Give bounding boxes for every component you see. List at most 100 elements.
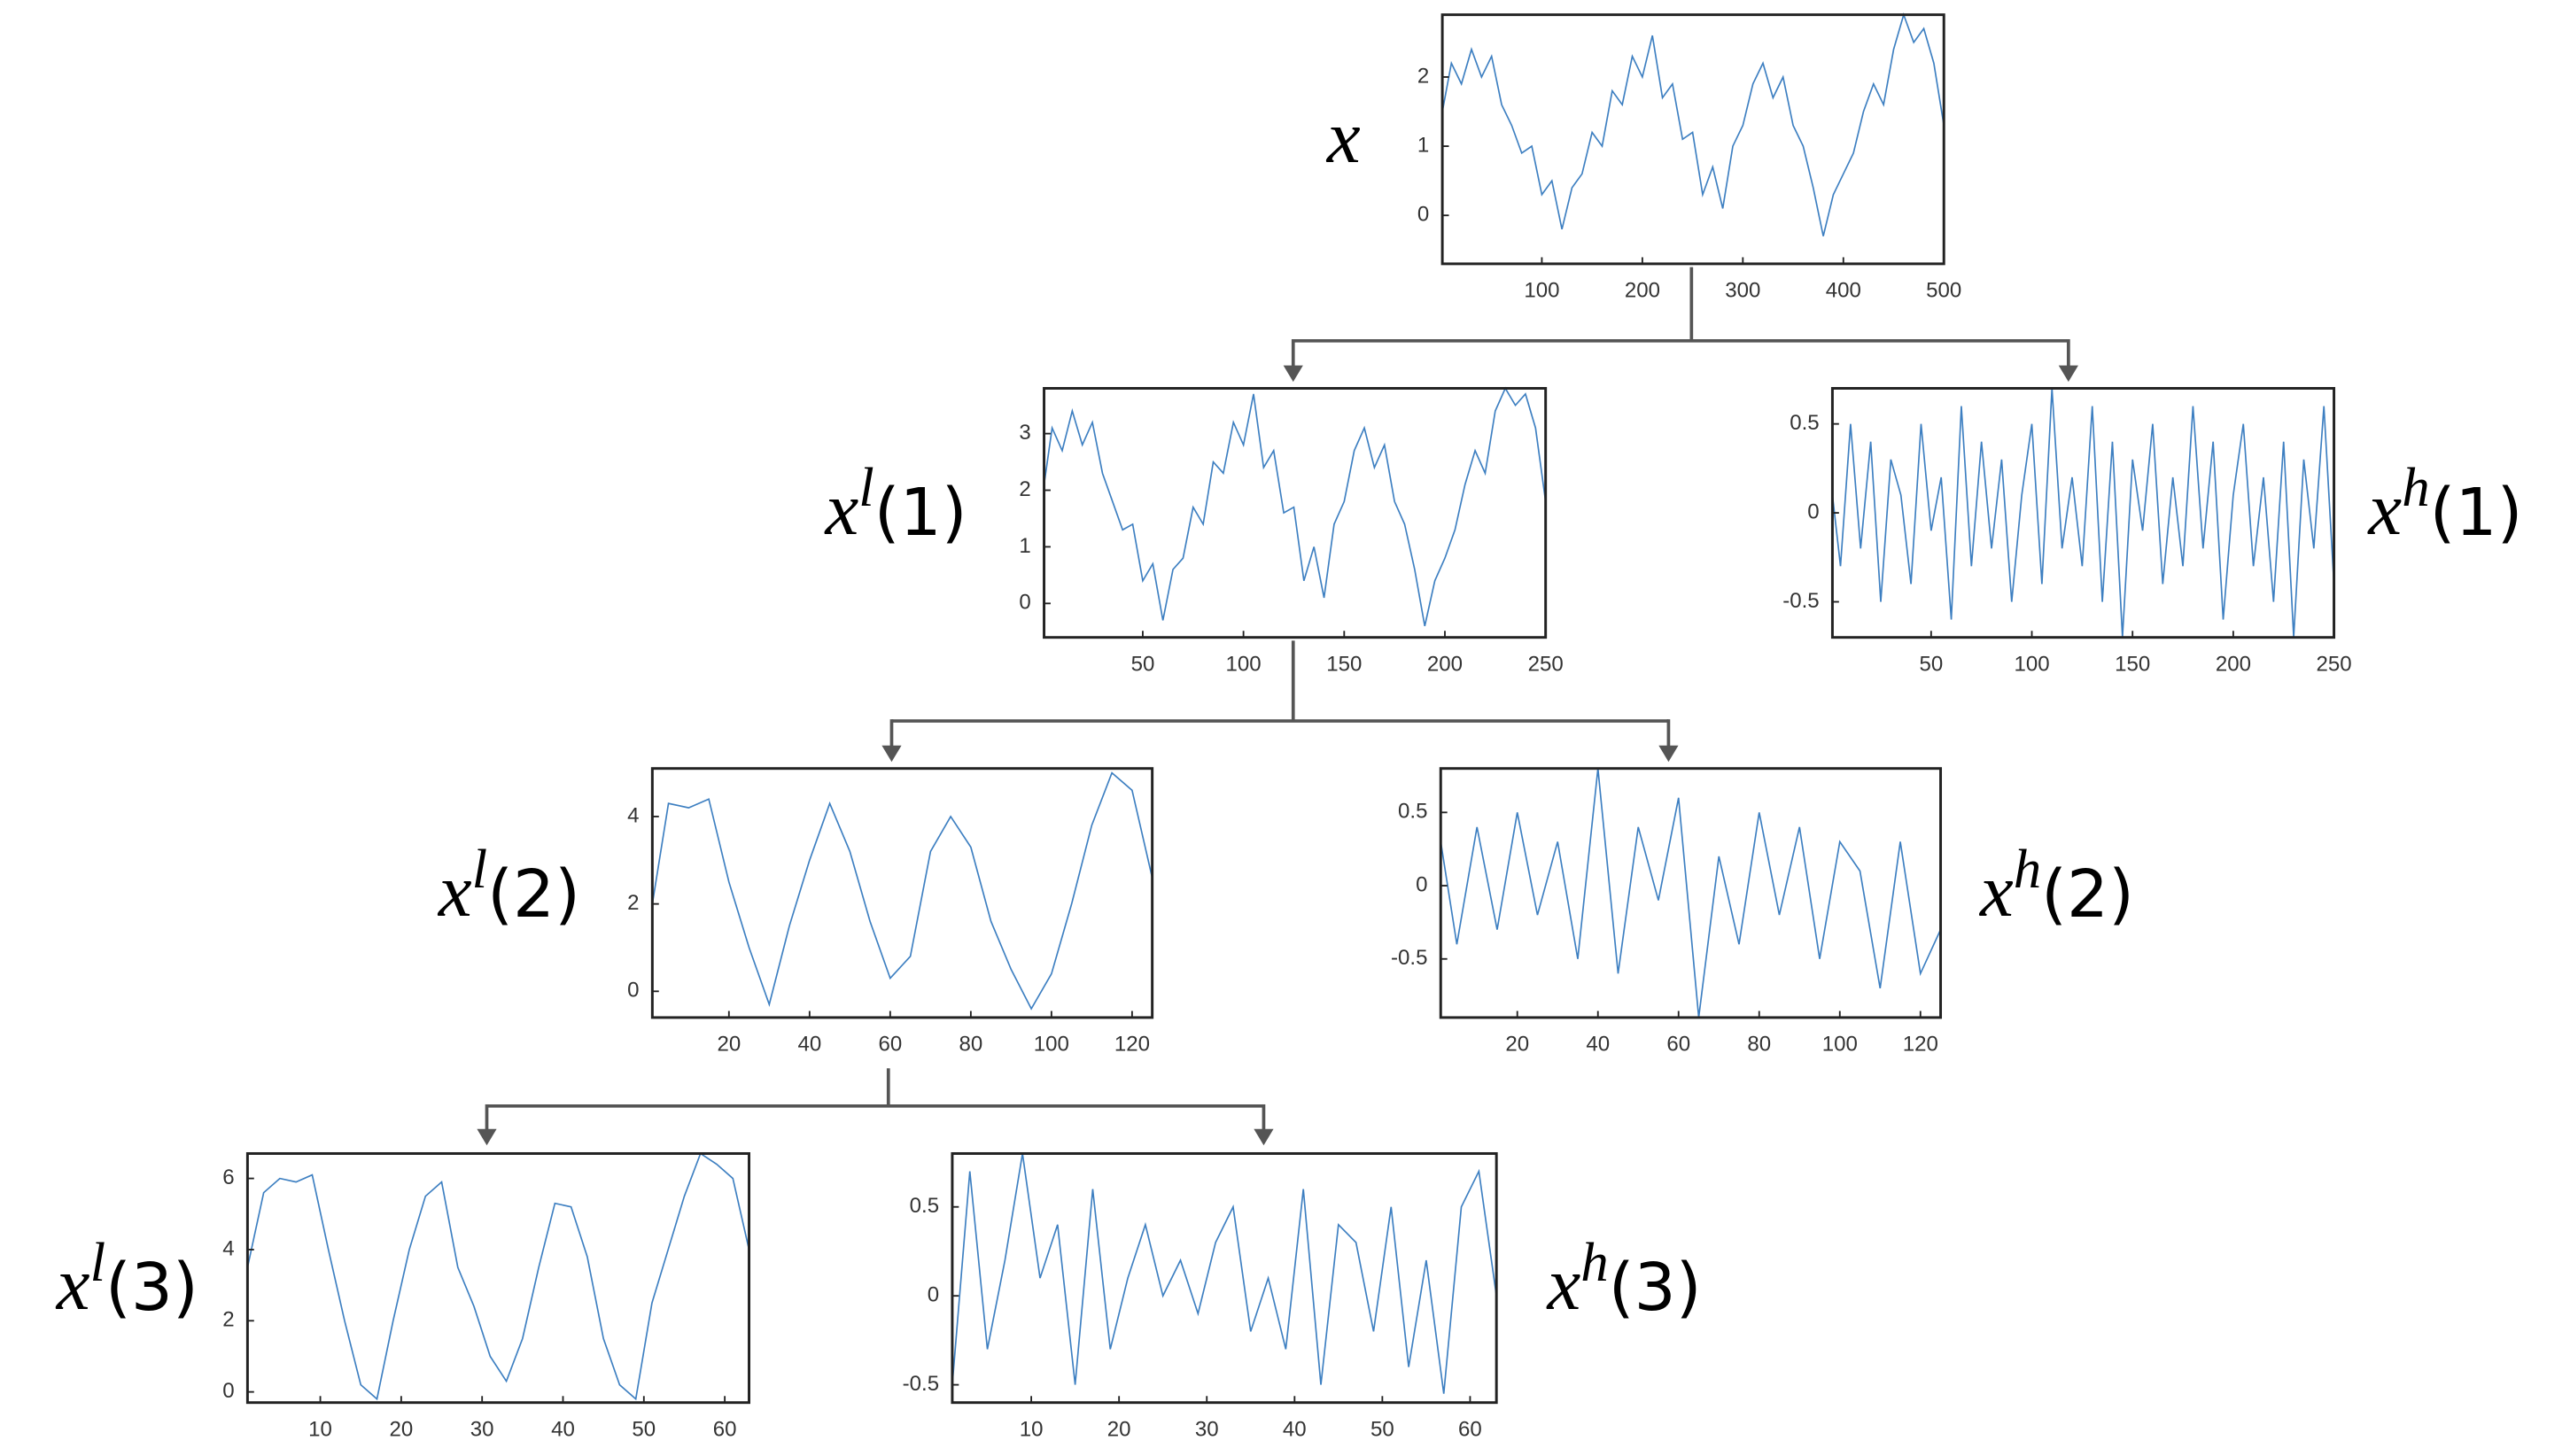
x-tick-label: 20 (717, 1033, 741, 1057)
arrow-head (1254, 1128, 1274, 1146)
arrow-head (2058, 365, 2078, 383)
x-tick-label: 300 (1725, 279, 1760, 303)
plot-area (247, 1153, 749, 1403)
signal-line (1831, 388, 2335, 638)
y-tick-label: 2 (222, 1308, 234, 1332)
arrow-head (1283, 365, 1303, 383)
x-tick-label: 60 (1666, 1033, 1690, 1057)
x-tick-label: 30 (1195, 1417, 1219, 1441)
y-tick-label: 1 (1019, 534, 1030, 558)
signal-line (651, 771, 1153, 1011)
signal-label: xh(1) (2366, 456, 2522, 550)
x-tick-label: 80 (1747, 1033, 1771, 1057)
x-tick-label: 20 (390, 1417, 414, 1441)
x-tick-label: 100 (1822, 1033, 1858, 1057)
connectors (477, 267, 2078, 1146)
label-sup: h (2402, 456, 2429, 518)
axes-box (1440, 13, 1945, 266)
x-tick-label: 120 (1114, 1033, 1150, 1057)
x-tick-label: 50 (1370, 1417, 1394, 1441)
x-tick-label: 150 (2115, 653, 2150, 677)
x-tick-label: 20 (1107, 1417, 1131, 1441)
axes-box (245, 1151, 750, 1405)
x-tick-label: 200 (1427, 653, 1463, 677)
y-tick-label: 0 (627, 979, 639, 1003)
x-tick-label: 100 (1524, 279, 1559, 303)
label-sup: l (472, 838, 487, 900)
y-tick-label: -0.5 (903, 1372, 939, 1396)
plot-area (652, 768, 1153, 1018)
label-index: (3) (1609, 1249, 1702, 1325)
arrow-head (477, 1128, 497, 1146)
label-base: x (437, 848, 472, 932)
y-tick-label: 0 (1807, 500, 1819, 523)
y-tick-label: 2 (627, 891, 639, 915)
x-tick-label: 50 (1919, 653, 1943, 677)
plot-area (1440, 768, 1941, 1018)
y-tick-label: 0.5 (910, 1194, 939, 1218)
signal-line (1440, 768, 1942, 1018)
chart: 10 20 30 40 50 60 0 2 4 6 xl(3) (55, 1151, 750, 1441)
x-tick-label: 100 (1034, 1033, 1069, 1057)
y-tick-label: 2 (1417, 64, 1429, 88)
axes-box (1043, 386, 1548, 639)
y-tick-label: 1 (1417, 133, 1429, 157)
x-tick-label: 100 (1226, 653, 1262, 677)
label-base: x (2366, 467, 2402, 550)
axes-box (951, 1151, 1498, 1405)
x-tick-label: 40 (1283, 1417, 1307, 1441)
label-base: x (1546, 1242, 1581, 1325)
connector (891, 640, 1669, 723)
y-tick-label: 0 (222, 1379, 234, 1403)
x-tick-label: 100 (2014, 653, 2049, 677)
x-tick-label: 200 (2216, 653, 2251, 677)
signal-label: xl(1) (823, 456, 967, 550)
x-tick-label: 250 (2317, 653, 2352, 677)
signal-line (951, 1153, 1497, 1394)
x-tick-label: 40 (797, 1033, 821, 1057)
axes-box (650, 767, 1154, 1019)
x-tick-label: 200 (1625, 279, 1660, 303)
x-tick-label: 50 (632, 1417, 656, 1441)
y-tick-label: 0 (1417, 203, 1429, 227)
x-tick-label: 60 (1458, 1417, 1482, 1441)
signal-line (246, 1152, 750, 1401)
x-tick-label: 80 (959, 1033, 982, 1057)
label-base: x (823, 467, 858, 550)
label-index: (1) (2430, 474, 2523, 550)
label-sup: h (1580, 1231, 1608, 1293)
label-index: (1) (874, 474, 967, 550)
y-tick-label: -0.5 (1782, 589, 1819, 613)
x-tick-label: 400 (1826, 279, 1861, 303)
y-tick-label: 3 (1019, 421, 1030, 445)
label-index: (3) (105, 1249, 198, 1325)
x-tick-label: 60 (713, 1417, 737, 1441)
y-tick-label: 0.5 (1790, 411, 1819, 435)
x-tick-label: 10 (308, 1417, 332, 1441)
x-tick-label: 250 (1528, 653, 1564, 677)
x-tick-label: 10 (1020, 1417, 1044, 1441)
chart: 50 100 150 200 250 0 1 2 3 xl(1) (823, 386, 1564, 677)
x-tick-label: 500 (1926, 279, 1961, 303)
signal-line (1043, 386, 1547, 627)
signal-label: xh(2) (1978, 838, 2134, 932)
arrow-head (1658, 745, 1679, 763)
chart: 100 200 300 400 500 0 1 2 x (1325, 12, 1961, 303)
label-index: (2) (487, 856, 580, 932)
plot-area (951, 1153, 1497, 1403)
label-base: x (1978, 848, 2014, 932)
connector (1293, 267, 2069, 343)
y-tick-label: 4 (627, 803, 639, 827)
label-base: x (1325, 95, 1361, 178)
label-index: (2) (2041, 856, 2134, 932)
label-sup: h (2014, 838, 2041, 900)
signal-label: xl(2) (437, 838, 580, 932)
x-tick-label: 20 (1505, 1033, 1529, 1057)
y-tick-label: 0.5 (1398, 800, 1427, 824)
y-tick-label: 4 (222, 1236, 234, 1260)
chart: 10 20 30 40 50 60 -0.5 0 0.5 xh(3) (903, 1151, 1702, 1441)
x-tick-label: 40 (551, 1417, 575, 1441)
label-sup: l (858, 456, 873, 518)
y-tick-label: 0 (928, 1283, 939, 1307)
